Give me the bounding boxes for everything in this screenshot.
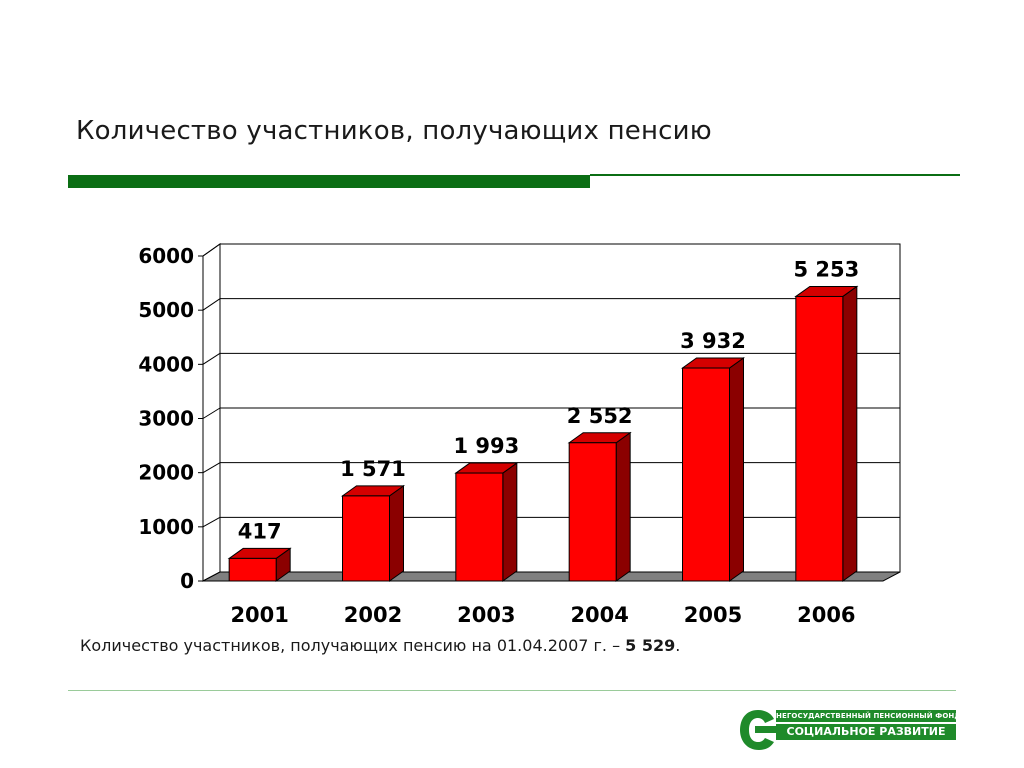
x-tick-label: 2006 (797, 603, 855, 627)
logo-emblem-icon (740, 710, 776, 750)
footnote-value: 5 529 (625, 636, 676, 655)
bar-side (842, 285, 858, 582)
bar (795, 295, 844, 582)
title-underline-thick (68, 175, 590, 188)
title-underline-thin (590, 174, 960, 176)
footer-divider (68, 690, 956, 691)
footnote: Количество участников, получающих пенсию… (80, 636, 680, 655)
y-tick-label: 3000 (138, 407, 194, 431)
gridline-depth (202, 407, 221, 419)
data-label: 1 993 (453, 434, 519, 458)
x-tick-label: 2001 (230, 603, 288, 627)
slide-title: Количество участников, получающих пенсию (76, 116, 712, 146)
data-label: 1 571 (340, 457, 406, 481)
bar-side (729, 357, 744, 582)
gridline-depth (202, 298, 221, 311)
y-tick-label: 1000 (138, 515, 194, 539)
data-label: 3 932 (680, 329, 746, 353)
logo-line2: СОЦИАЛЬНОЕ РАЗВИТИЕ (776, 724, 956, 740)
gridline-depth (202, 352, 221, 365)
bar-side (502, 462, 518, 582)
gridline-depth (202, 462, 221, 474)
bar (568, 442, 617, 582)
y-tick-label: 0 (180, 569, 194, 593)
bar (455, 472, 504, 582)
chart-side-wall (202, 243, 221, 582)
x-tick-label: 2004 (570, 603, 628, 627)
bar (682, 367, 730, 582)
bar-side (389, 484, 404, 582)
bar-side (615, 431, 631, 582)
gridline-depth (202, 516, 221, 528)
data-label: 417 (238, 519, 282, 543)
footnote-text: Количество участников, получающих пенсию… (80, 636, 626, 655)
bar (342, 495, 390, 582)
y-tick-label: 2000 (138, 461, 194, 485)
x-tick-label: 2002 (344, 603, 402, 627)
y-tick-label: 4000 (138, 352, 194, 376)
y-tick-label: 6000 (138, 244, 194, 268)
x-tick-label: 2005 (684, 603, 742, 627)
bar (228, 557, 277, 582)
footnote-end: . (675, 636, 681, 655)
y-tick-label: 5000 (138, 298, 194, 322)
logo-line1: НЕГОСУДАРСТВЕННЫЙ ПЕНСИОННЫЙ ФОНД (776, 710, 956, 722)
data-label: 5 253 (793, 257, 859, 281)
data-label: 2 552 (567, 404, 633, 428)
x-tick-label: 2003 (457, 603, 515, 627)
fund-logo: НЕГОСУДАРСТВЕННЫЙ ПЕНСИОННЫЙ ФОНД СОЦИАЛ… (738, 706, 958, 754)
